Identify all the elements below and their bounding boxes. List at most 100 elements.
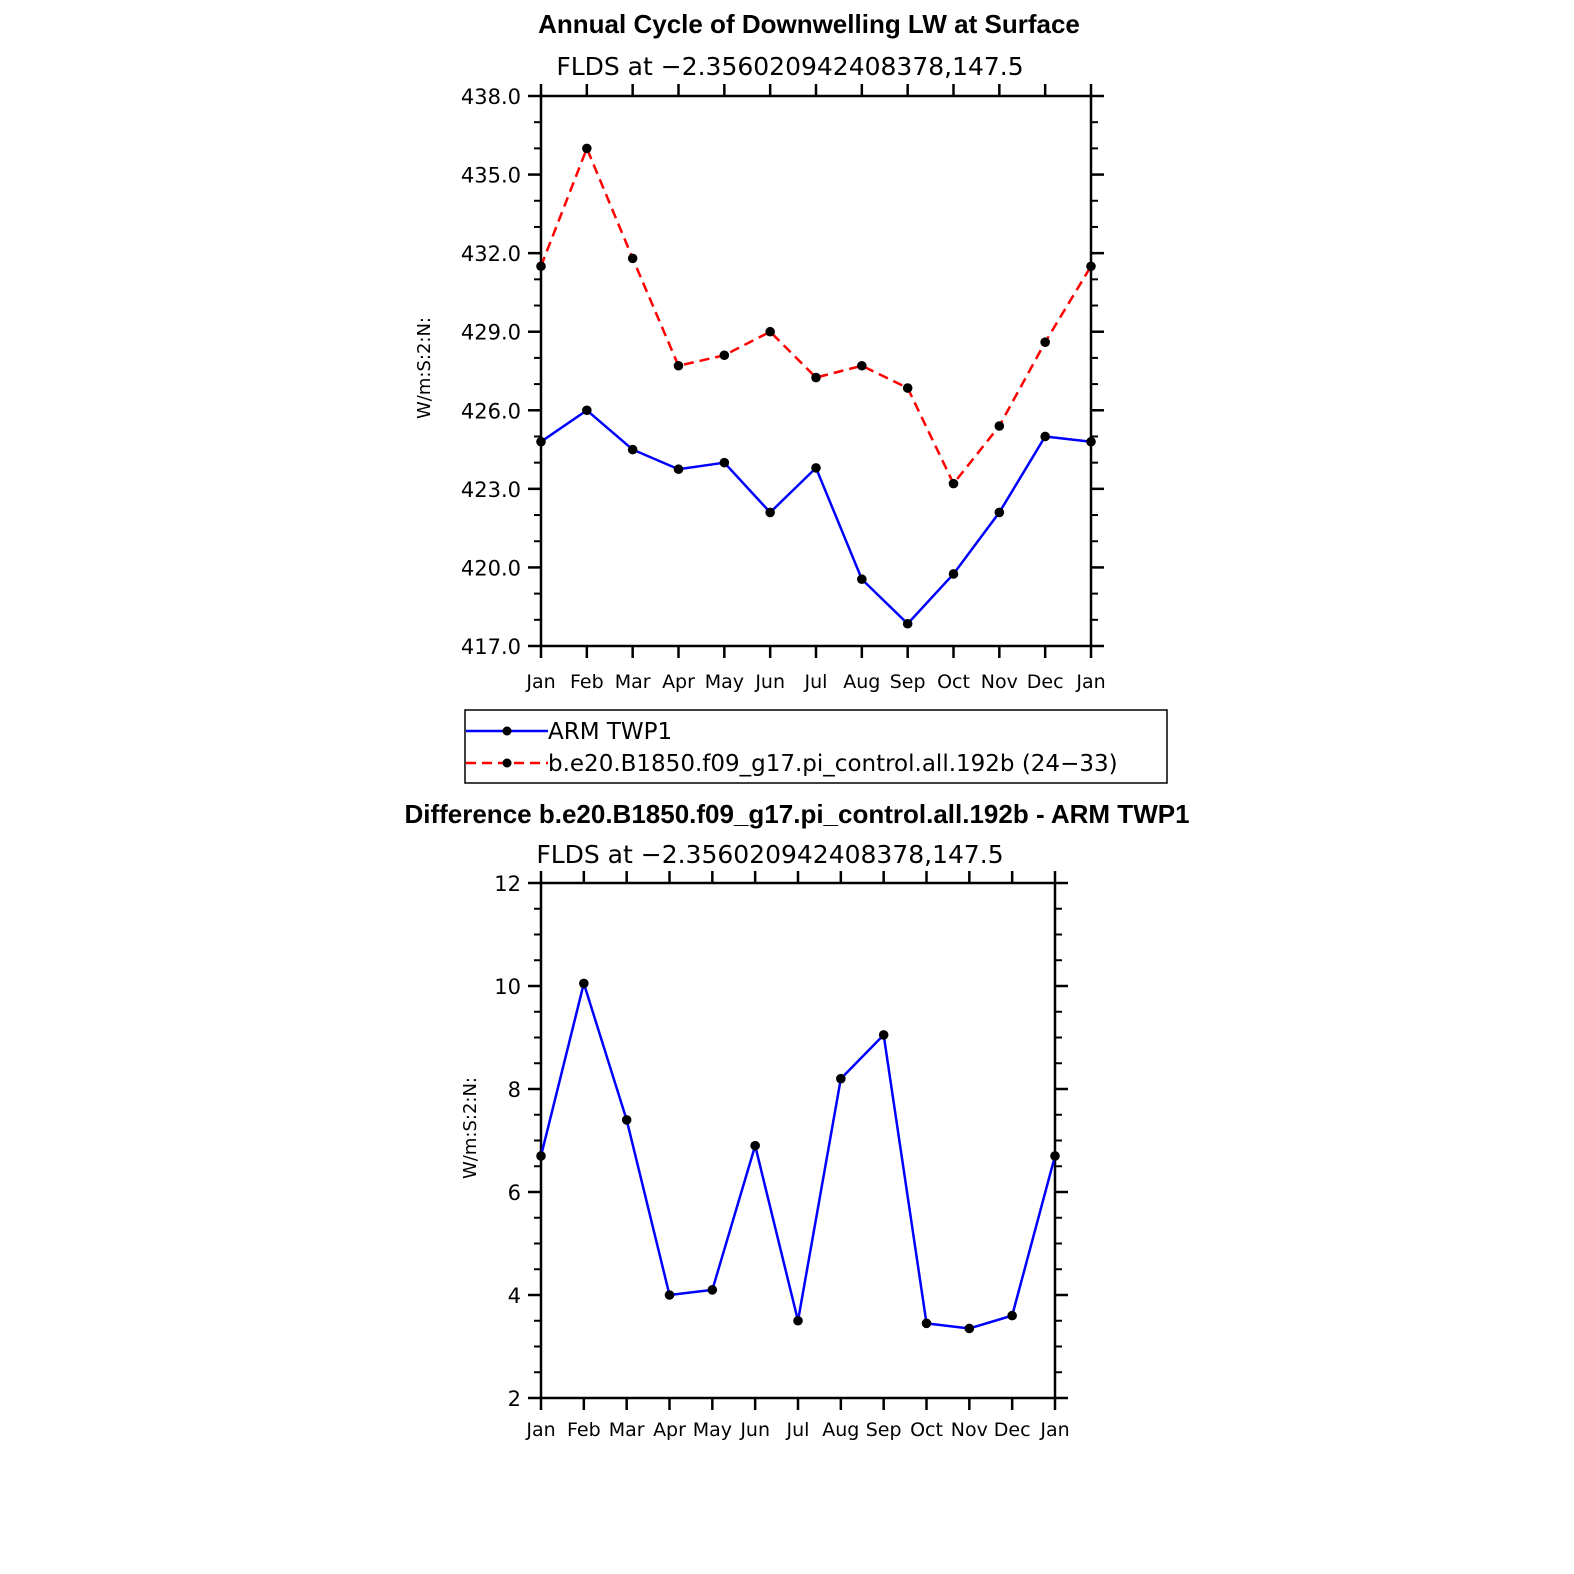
y-tick-label: 438.0 xyxy=(461,85,521,109)
x-tick-label: Apr xyxy=(662,671,695,693)
x-tick-label: Dec xyxy=(994,1419,1031,1441)
x-tick-label: Jan xyxy=(1039,1419,1069,1441)
x-tick-label: Aug xyxy=(843,671,880,693)
x-tick-label: Sep xyxy=(866,1419,902,1441)
series-layer xyxy=(536,143,1096,629)
x-tick-label: Mar xyxy=(615,671,651,693)
x-tick-label: Oct xyxy=(937,671,970,693)
series-line xyxy=(539,978,1057,1330)
y-axis-label: W/m:S:2:N: xyxy=(460,1077,481,1179)
x-tick-label: May xyxy=(705,671,744,693)
data-point xyxy=(536,261,546,272)
data-point xyxy=(719,350,730,361)
legend-label-model: b.e20.B1850.f09_g17.pi_control.all.192b … xyxy=(548,751,1118,777)
legend: ARM TWP1 b.e20.B1850.f09_g17.pi_control.… xyxy=(464,709,1168,784)
data-point xyxy=(627,444,638,455)
chart-subtitle: FLDS at −2.356020942408378,147.5 xyxy=(556,52,1023,81)
plot-frame xyxy=(539,94,1093,648)
x-tick-label: Apr xyxy=(653,1419,686,1441)
data-point xyxy=(994,421,1005,431)
data-point xyxy=(948,569,959,579)
y-tick-label: 10 xyxy=(494,975,521,999)
data-point xyxy=(793,1315,803,1326)
data-point xyxy=(621,1115,632,1125)
data-point xyxy=(878,1030,889,1040)
data-point xyxy=(719,457,730,468)
x-tick-label: Jul xyxy=(786,1419,810,1441)
data-point xyxy=(921,1318,932,1329)
data-point xyxy=(811,463,821,473)
data-point xyxy=(627,253,638,264)
data-point xyxy=(536,436,546,447)
data-point xyxy=(673,360,684,371)
data-point xyxy=(964,1323,975,1334)
difference-chart: Difference b.e20.B1850.f09_g17.pi_contro… xyxy=(404,799,1189,1441)
data-point xyxy=(948,478,959,489)
data-point xyxy=(902,618,913,629)
x-tick-label: Jan xyxy=(1075,671,1105,693)
y-tick-label: 432.0 xyxy=(461,242,521,266)
legend-frame xyxy=(464,709,1168,784)
data-point xyxy=(536,1151,546,1161)
x-tick-label: Feb xyxy=(570,671,604,693)
annual-cycle-chart: Annual Cycle of Downwelling LW at Surfac… xyxy=(414,9,1106,693)
data-point xyxy=(765,326,775,337)
x-tick-label: Jan xyxy=(525,671,555,693)
y-axis-label: W/m:S:2:N: xyxy=(414,317,435,419)
data-point xyxy=(673,464,684,475)
y-tick-label: 2 xyxy=(508,1387,521,1411)
y-tick-label: 6 xyxy=(508,1181,521,1205)
data-point xyxy=(1040,337,1050,347)
legend-marker-model xyxy=(502,758,512,768)
legend-marker-arm xyxy=(502,726,512,736)
data-point xyxy=(857,574,867,585)
series-layer xyxy=(536,978,1060,1334)
data-point xyxy=(707,1285,718,1295)
x-tick-label: Jul xyxy=(804,671,828,693)
legend-entry-model: b.e20.B1850.f09_g17.pi_control.all.192b … xyxy=(466,751,1118,777)
x-tick-labels: Jan Feb Mar Apr May Jun Jul Aug Sep Oct Nov Dec Jan xyxy=(525,671,1105,693)
data-point xyxy=(902,383,913,393)
axis-ticks xyxy=(528,871,1068,1410)
x-tick-label: Mar xyxy=(609,1419,645,1441)
data-point xyxy=(579,978,589,989)
chart-title: Difference b.e20.B1850.f09_g17.pi_contro… xyxy=(404,799,1189,829)
x-tick-label: Jun xyxy=(754,671,785,693)
x-tick-label: May xyxy=(693,1419,732,1441)
data-point xyxy=(1050,1151,1060,1161)
legend-entry-arm: ARM TWP1 xyxy=(466,719,672,745)
x-tick-label: Sep xyxy=(890,671,926,693)
y-tick-label: 435.0 xyxy=(461,164,521,188)
y-tick-labels: 2 4 6 8 10 12 xyxy=(494,872,521,1411)
data-point xyxy=(664,1290,675,1300)
x-tick-label: Dec xyxy=(1027,671,1064,693)
data-point xyxy=(994,507,1005,518)
x-tick-labels: Jan Feb Mar Apr May Jun Jul Aug Sep Oct Nov Dec Jan xyxy=(525,1419,1069,1441)
y-tick-label: 8 xyxy=(508,1078,521,1102)
y-tick-label: 417.0 xyxy=(461,635,521,659)
y-tick-label: 429.0 xyxy=(461,321,521,345)
x-tick-label: Jan xyxy=(525,1419,555,1441)
data-point xyxy=(765,507,775,518)
x-tick-label: Aug xyxy=(822,1419,859,1441)
data-point xyxy=(1040,431,1050,442)
data-point xyxy=(836,1073,846,1084)
x-tick-label: Feb xyxy=(567,1419,601,1441)
legend-label-arm: ARM TWP1 xyxy=(548,719,672,745)
data-point xyxy=(1086,436,1096,447)
series-line xyxy=(540,408,1092,626)
data-point xyxy=(582,143,592,154)
chart-subtitle: FLDS at −2.356020942408378,147.5 xyxy=(536,840,1003,869)
data-point xyxy=(857,360,867,371)
x-tick-label: Jun xyxy=(739,1419,770,1441)
axis-ticks xyxy=(528,84,1104,658)
y-tick-label: 12 xyxy=(494,872,521,896)
data-point xyxy=(811,372,821,383)
x-tick-label: Nov xyxy=(981,671,1018,693)
x-tick-label: Oct xyxy=(910,1419,943,1441)
data-point xyxy=(1086,261,1096,272)
y-tick-label: 420.0 xyxy=(461,556,521,580)
x-tick-label: Nov xyxy=(951,1419,988,1441)
data-point xyxy=(1007,1310,1017,1321)
